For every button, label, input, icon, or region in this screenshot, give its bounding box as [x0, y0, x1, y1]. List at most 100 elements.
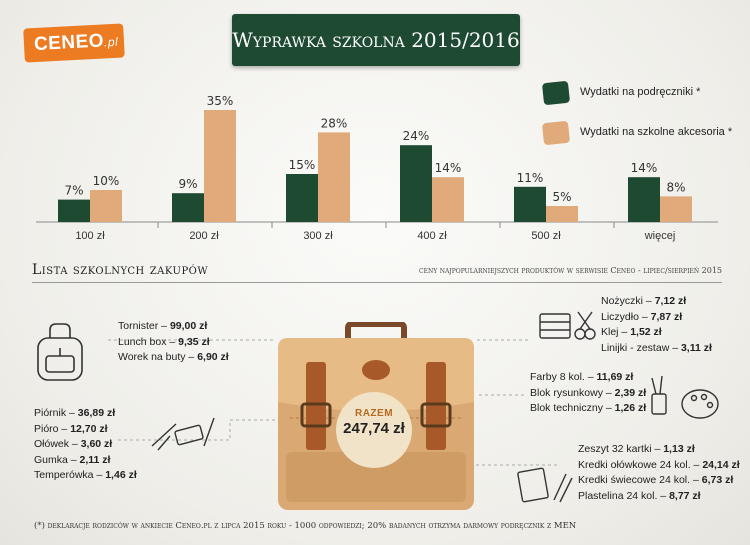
list-item: Plastelina 24 kol. – 8,77 zł [578, 489, 740, 505]
list-item: Piórnik – 36,89 zł [34, 406, 137, 422]
item-price: 3,60 zł [80, 438, 113, 450]
item-separator: – [638, 310, 651, 323]
writing-items-list: Piórnik – 36,89 zł Pióro – 12,70 zł Ołówek… [34, 406, 137, 484]
paint-palette-icon [651, 375, 719, 419]
bar-accessories-4 [546, 206, 578, 222]
item-separator: – [66, 407, 78, 419]
category-label: 300 zł [303, 230, 333, 242]
item-name: Pióro [34, 422, 59, 435]
list-item: Pióro – 12,70 zł [34, 422, 137, 438]
item-separator: – [602, 386, 615, 399]
item-name: Blok rysunkowy [530, 386, 603, 399]
item-price: 1,26 zł [614, 402, 647, 414]
list-item: Zeszyt 32 kartki – 1,13 zł [578, 442, 740, 458]
item-price: 7,87 zł [650, 310, 683, 323]
list-item: Lunch box – 9,35 zł [118, 335, 229, 351]
item-price: 11,69 zł [596, 371, 634, 383]
category-label: 100 zł [75, 230, 105, 242]
item-price: 1,52 zł [630, 326, 662, 338]
item-price: 8,77 zł [669, 489, 701, 502]
bar-accessories-1 [204, 110, 236, 222]
total-label: RAZEM [354, 408, 394, 419]
bar-books-1 [172, 193, 204, 222]
footnote: (*) deklaracje rodziców w ankiecie Ceneo… [34, 521, 577, 531]
item-price: 3,11 zł [680, 341, 712, 354]
bar-label: 15% [289, 158, 316, 172]
item-name: Blok techniczny [530, 402, 603, 414]
item-price: 12,70 zł [70, 422, 108, 435]
item-separator: – [166, 335, 179, 348]
bar-label: 5% [552, 190, 571, 204]
item-price: 1,13 zł [663, 443, 695, 455]
bag-items-list: Tornister – 99,00 zł Lunch box – 9,35 zł W… [118, 319, 229, 366]
bar-accessories-0 [90, 190, 122, 222]
abacus-scissors-icon [539, 311, 596, 340]
item-separator: – [618, 326, 631, 338]
item-separator: – [584, 371, 597, 383]
item-separator: – [643, 295, 655, 307]
item-name: Piórnik [34, 407, 67, 419]
bar-books-3 [400, 145, 432, 222]
list-item: Kredki świecowe 24 kol. – 6,73 zł [578, 473, 740, 489]
item-price: 2,11 zł [79, 453, 111, 466]
bar-books-4 [514, 186, 546, 222]
list-item: Blok rysunkowy – 2,39 zł [530, 386, 646, 402]
section-divider [32, 282, 722, 283]
tools-items-list: Nożyczki – 7,12 zł Liczydło – 7,87 zł Klej… [601, 294, 712, 356]
bar-label: 24% [403, 129, 430, 143]
list-item: Tornister – 99,00 zł [118, 319, 229, 335]
item-name: Plastelina 24 kol. [578, 489, 658, 502]
bar-label: 35% [207, 94, 234, 108]
item-price: 9,35 zł [178, 335, 210, 348]
item-price: 7,12 zł [654, 295, 687, 307]
item-separator: – [185, 351, 198, 363]
bar-label: 14% [435, 161, 462, 175]
list-item: Ołówek – 3,60 zł [34, 437, 137, 453]
item-name: Linijki - zestaw [601, 341, 670, 354]
item-separator: – [93, 469, 106, 481]
bar-accessories-2 [318, 132, 350, 222]
item-name: Zeszyt 32 kartki [578, 443, 652, 455]
bar-label: 8% [666, 180, 685, 194]
chart-legend: Wydatki na podręczniki * Wydatki na szko… [541, 80, 743, 162]
list-item: Klej – 1,52 zł [601, 325, 712, 341]
item-price: 24,14 zł [702, 458, 740, 471]
notebook-icon [517, 467, 573, 503]
item-name: Liczydło [601, 310, 639, 323]
item-separator: – [651, 443, 664, 455]
section-note: ceny najpopularniejszych produktów w ser… [419, 266, 722, 275]
list-item: Worek na buty – 6,90 zł [118, 350, 229, 366]
item-name: Tornister [118, 320, 159, 332]
item-price: 2,39 zł [614, 386, 647, 399]
item-separator: – [657, 489, 670, 502]
category-label: więcej [644, 230, 676, 242]
list-item: Blok techniczny – 1,26 zł [530, 401, 646, 417]
notebook-items-list: Zeszyt 32 kartki – 1,13 zł Kredki ołówkow… [578, 442, 740, 504]
item-name: Temperówka [34, 469, 94, 481]
item-separator: – [158, 320, 170, 332]
list-item: Liczydło – 7,87 zł [601, 310, 712, 326]
item-name: Farby 8 kol. [530, 371, 585, 383]
list-item: Linijki - zestaw – 3,11 zł [601, 341, 712, 357]
item-separator: – [669, 341, 681, 354]
item-price: 99,00 zł [169, 320, 208, 332]
item-price: 6,73 zł [701, 474, 734, 486]
item-name: Gumka [34, 453, 68, 466]
page-title: Wyprawka szkolna 2015/2016 [232, 14, 520, 66]
total-badge: RAZEM 247,74 zł [336, 392, 412, 468]
list-item: Kredki ołówkowe 24 kol. – 24,14 zł [578, 458, 740, 474]
list-item: Gumka – 2,11 zł [34, 453, 137, 469]
item-separator: – [690, 474, 702, 486]
bar-label: 14% [631, 161, 658, 175]
item-name: Kredki ołówkowe 24 kol. [578, 458, 691, 471]
bar-label: 10% [93, 174, 120, 188]
bar-accessories-5 [660, 196, 692, 222]
legend-item-books: Wydatki na podręczniki * [541, 80, 743, 122]
item-separator: – [58, 422, 71, 435]
category-label: 400 zł [417, 230, 447, 242]
bar-books-2 [286, 174, 318, 222]
item-name: Lunch box [118, 335, 167, 348]
list-item: Farby 8 kol. – 11,69 zł [530, 370, 646, 386]
list-item: Temperówka – 1,46 zł [34, 468, 137, 484]
bar-books-0 [58, 199, 90, 222]
